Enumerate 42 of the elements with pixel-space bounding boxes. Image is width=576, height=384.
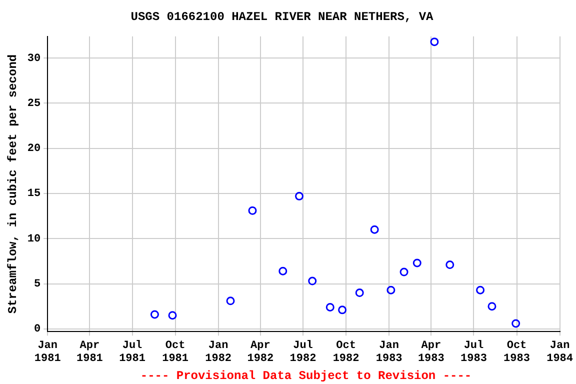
- x-tick-label: Jan 1984: [546, 340, 574, 366]
- x-tick-label: Jul 1983: [460, 340, 488, 366]
- point: [412, 258, 422, 268]
- chart-title: USGS 01662100 HAZEL RIVER NEAR NETHERS, VA: [130, 10, 434, 24]
- point: [150, 310, 159, 319]
- point: [446, 260, 454, 270]
- point: [400, 268, 408, 276]
- point: [370, 225, 379, 234]
- point: [386, 286, 396, 294]
- y-tick-label: 25: [27, 98, 41, 110]
- y-tick-label: 5: [34, 278, 41, 291]
- x-tick-label: Jan 1983: [376, 340, 403, 366]
- x-tick-label: Oct 1981: [162, 340, 189, 366]
- x-tick-label: Jul 1982: [290, 340, 316, 366]
- x-tick-label: Oct 1982: [332, 340, 360, 366]
- point: [476, 286, 485, 294]
- point: [355, 288, 364, 298]
- x-tick-label: Apr 1983: [418, 340, 445, 366]
- y-tick-label: 0: [34, 324, 41, 336]
- x-tick-label: Oct 1983: [504, 340, 530, 366]
- point: [326, 302, 334, 312]
- x-tick-label: Jul 1981: [119, 340, 146, 366]
- point: [168, 311, 177, 320]
- point: [295, 192, 304, 200]
- point: [512, 319, 520, 328]
- x-tick-label: Apr 1981: [76, 340, 104, 366]
- y-axis-title: Streamflow, in cubic feet per second: [6, 54, 20, 314]
- point: [338, 306, 347, 314]
- x-tick-label: Jan 1982: [205, 340, 232, 366]
- text: ---- Provisional Data Subject to Revision ----: [140, 369, 472, 383]
- x-tick-label: Apr 1982: [247, 340, 274, 366]
- point: [308, 276, 317, 286]
- point: [488, 302, 496, 311]
- x-tick-label: Jan 1981: [34, 340, 62, 366]
- point: [430, 38, 439, 46]
- point: [248, 206, 257, 215]
- y-tick-label: 30: [27, 52, 41, 65]
- y-tick-label: 20: [27, 143, 41, 156]
- y-tick-label: 15: [27, 188, 41, 200]
- y-tick-label: 10: [27, 233, 41, 246]
- point: [226, 296, 235, 306]
- point: [278, 266, 288, 276]
